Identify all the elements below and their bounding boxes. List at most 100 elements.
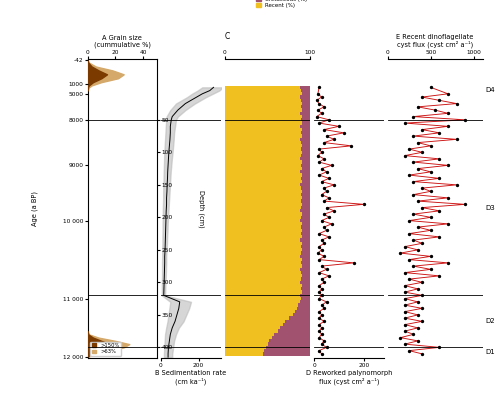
- Bar: [302, 258, 310, 261]
- Bar: [298, 303, 310, 307]
- Legend: >150%, >63%: >150%, >63%: [90, 341, 121, 356]
- Bar: [301, 99, 310, 102]
- Bar: [280, 326, 310, 330]
- Y-axis label: Depth (cm): Depth (cm): [198, 190, 204, 228]
- X-axis label: B Sedimentation rate
(cm ka⁻¹): B Sedimentation rate (cm ka⁻¹): [156, 370, 226, 385]
- Bar: [302, 248, 310, 252]
- Text: D1: D1: [486, 349, 495, 355]
- Bar: [302, 144, 310, 147]
- Bar: [225, 199, 301, 203]
- Bar: [301, 206, 310, 209]
- Title: E Recent dinoflagellate
cyst flux (cyst cm² a⁻¹): E Recent dinoflagellate cyst flux (cyst …: [396, 34, 473, 48]
- Y-axis label: Age (a BP): Age (a BP): [32, 191, 38, 226]
- Bar: [225, 147, 301, 151]
- Bar: [302, 274, 310, 277]
- Bar: [300, 239, 310, 242]
- Bar: [225, 105, 301, 109]
- Bar: [301, 215, 310, 219]
- Bar: [225, 215, 301, 219]
- Bar: [302, 173, 310, 177]
- X-axis label: D Reworked palynomorph
flux (cyst cm² a⁻¹): D Reworked palynomorph flux (cyst cm² a⁻…: [306, 370, 392, 385]
- Bar: [293, 313, 310, 317]
- Bar: [301, 232, 310, 235]
- Bar: [225, 226, 301, 229]
- Bar: [225, 264, 302, 268]
- Bar: [225, 320, 284, 323]
- Bar: [225, 346, 266, 349]
- Bar: [283, 323, 310, 326]
- Bar: [225, 102, 302, 105]
- Bar: [225, 235, 302, 239]
- Bar: [300, 112, 310, 115]
- Bar: [301, 89, 310, 92]
- Bar: [302, 180, 310, 183]
- Bar: [225, 157, 300, 160]
- Bar: [225, 239, 300, 242]
- Text: C: C: [225, 32, 230, 41]
- Bar: [225, 245, 301, 248]
- Bar: [225, 190, 302, 193]
- Bar: [302, 190, 310, 193]
- Bar: [301, 154, 310, 157]
- Bar: [225, 255, 300, 258]
- Bar: [225, 297, 301, 300]
- Bar: [300, 85, 310, 89]
- Bar: [225, 177, 301, 180]
- Bar: [301, 226, 310, 229]
- Legend: Cretaceous (%), Recent (%): Cretaceous (%), Recent (%): [255, 0, 308, 9]
- Bar: [225, 271, 301, 274]
- Bar: [225, 125, 300, 128]
- Bar: [225, 229, 302, 232]
- Bar: [225, 281, 300, 284]
- Bar: [225, 138, 300, 141]
- Bar: [301, 141, 310, 144]
- Bar: [225, 183, 300, 187]
- Bar: [295, 310, 310, 313]
- Bar: [302, 167, 310, 170]
- Bar: [225, 290, 302, 294]
- Bar: [289, 316, 310, 320]
- Bar: [274, 333, 310, 336]
- Bar: [302, 115, 310, 118]
- Bar: [225, 160, 302, 164]
- Bar: [225, 151, 302, 154]
- Bar: [225, 122, 302, 125]
- Bar: [225, 300, 300, 304]
- Bar: [225, 242, 302, 245]
- Bar: [268, 343, 310, 346]
- Bar: [225, 115, 302, 118]
- Bar: [225, 219, 300, 222]
- Bar: [225, 118, 301, 122]
- Bar: [225, 206, 301, 209]
- Bar: [301, 105, 310, 109]
- Bar: [301, 177, 310, 180]
- Bar: [302, 235, 310, 239]
- Bar: [301, 164, 310, 167]
- Bar: [225, 287, 301, 290]
- Bar: [301, 277, 310, 281]
- Bar: [300, 170, 310, 173]
- Bar: [301, 186, 310, 190]
- Bar: [225, 141, 301, 144]
- Bar: [301, 252, 310, 255]
- Text: D2: D2: [486, 318, 495, 324]
- Bar: [225, 96, 300, 99]
- Bar: [225, 336, 272, 339]
- Bar: [301, 118, 310, 122]
- Bar: [270, 339, 310, 343]
- Bar: [225, 180, 302, 183]
- Bar: [302, 242, 310, 245]
- Bar: [300, 209, 310, 213]
- Bar: [302, 222, 310, 226]
- Bar: [225, 202, 302, 206]
- Text: D3: D3: [486, 205, 495, 211]
- Bar: [301, 245, 310, 248]
- Bar: [302, 122, 310, 125]
- Bar: [225, 89, 301, 92]
- Bar: [272, 336, 310, 339]
- Bar: [225, 252, 301, 255]
- Bar: [225, 274, 302, 277]
- Bar: [225, 232, 301, 235]
- Bar: [225, 112, 300, 115]
- Bar: [266, 346, 310, 349]
